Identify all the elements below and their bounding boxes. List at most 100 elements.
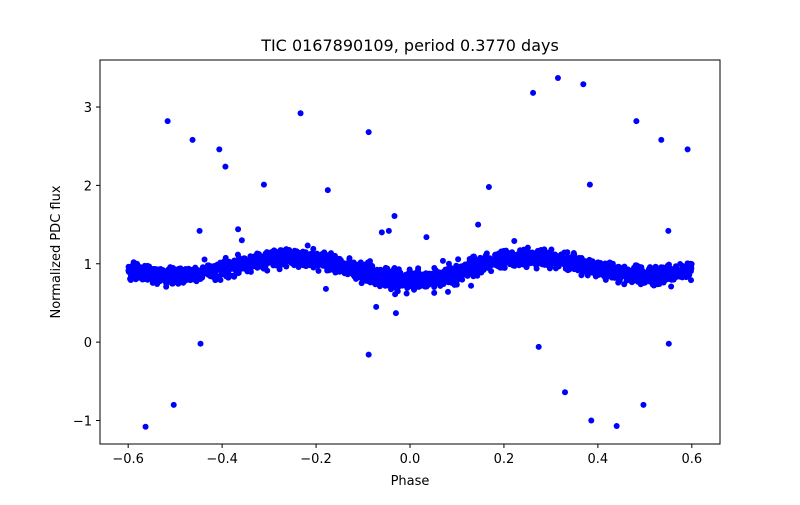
data-point — [196, 267, 203, 274]
data-point — [322, 258, 329, 265]
data-point — [615, 279, 622, 286]
data-point — [197, 275, 204, 282]
data-point — [665, 340, 672, 347]
data-point — [271, 247, 278, 254]
data-point — [633, 118, 640, 125]
data-point — [688, 260, 695, 267]
data-point — [548, 256, 555, 263]
data-point — [584, 272, 591, 279]
data-point — [492, 257, 499, 264]
data-point — [671, 272, 678, 279]
x-tick-label: −0.2 — [300, 452, 332, 467]
data-point — [616, 271, 623, 278]
data-point — [553, 258, 560, 265]
data-point — [222, 163, 229, 170]
data-point — [444, 288, 451, 295]
data-point — [373, 303, 380, 310]
data-point — [596, 269, 603, 276]
data-point — [238, 237, 245, 244]
data-point — [402, 271, 409, 278]
chart-title: TIC 0167890109, period 0.3770 days — [260, 36, 559, 55]
data-point — [485, 183, 492, 190]
data-point — [242, 262, 249, 269]
data-point — [589, 261, 596, 268]
data-point — [458, 263, 465, 270]
data-point — [560, 260, 567, 267]
data-point — [621, 281, 628, 288]
data-point — [248, 254, 255, 261]
data-point — [572, 254, 579, 261]
data-point — [625, 267, 632, 274]
data-point — [397, 277, 404, 284]
data-point — [159, 269, 166, 276]
data-point — [271, 259, 277, 266]
data-point — [562, 389, 568, 396]
data-point — [211, 265, 218, 272]
data-point — [278, 257, 285, 264]
data-point — [142, 423, 149, 430]
data-point — [324, 187, 331, 194]
data-point — [197, 340, 204, 347]
y-tick-label: 1 — [84, 258, 92, 273]
data-point — [272, 251, 279, 258]
data-point — [577, 261, 584, 268]
data-point — [545, 253, 552, 260]
data-point — [370, 269, 377, 276]
data-point — [453, 281, 460, 288]
data-point — [415, 265, 422, 272]
data-point — [322, 263, 329, 270]
x-tick-label: −0.4 — [206, 452, 238, 467]
data-point — [392, 310, 399, 317]
data-point — [668, 283, 675, 290]
data-point — [638, 271, 645, 278]
data-point — [436, 269, 443, 276]
data-points — [125, 75, 695, 430]
data-point — [263, 249, 270, 256]
data-point — [143, 275, 150, 282]
data-point — [455, 256, 462, 263]
data-point — [645, 266, 652, 273]
data-point — [626, 275, 633, 282]
data-point — [362, 261, 369, 268]
data-point — [403, 290, 410, 297]
data-point — [182, 277, 189, 284]
data-point — [235, 259, 242, 266]
x-tick-label: 0.2 — [494, 452, 515, 467]
data-point — [665, 275, 672, 282]
y-tick-label: 3 — [84, 101, 92, 116]
data-point — [479, 257, 486, 264]
data-point — [144, 268, 151, 275]
data-point — [241, 256, 248, 263]
data-point — [658, 136, 665, 143]
data-point — [687, 265, 694, 272]
data-point — [383, 273, 390, 279]
data-point — [659, 276, 666, 283]
data-point — [522, 247, 529, 254]
y-tick-label: 0 — [84, 336, 92, 351]
data-point — [301, 254, 308, 261]
data-point — [647, 278, 654, 285]
data-point — [170, 264, 177, 271]
data-point — [564, 249, 571, 256]
data-point — [684, 272, 691, 279]
data-point — [447, 273, 454, 280]
data-point — [475, 221, 482, 228]
data-point — [591, 266, 598, 273]
data-point — [638, 264, 645, 271]
data-point — [232, 267, 239, 274]
data-point — [382, 264, 389, 271]
data-point — [535, 343, 542, 350]
data-point — [341, 268, 348, 275]
data-point — [133, 260, 140, 267]
data-point — [390, 270, 397, 277]
data-point — [518, 257, 525, 264]
data-point — [392, 291, 399, 298]
data-point — [586, 181, 593, 188]
data-point — [594, 262, 601, 269]
data-point — [511, 238, 518, 245]
data-point — [353, 266, 360, 273]
data-point — [190, 273, 197, 280]
data-point — [653, 274, 660, 281]
